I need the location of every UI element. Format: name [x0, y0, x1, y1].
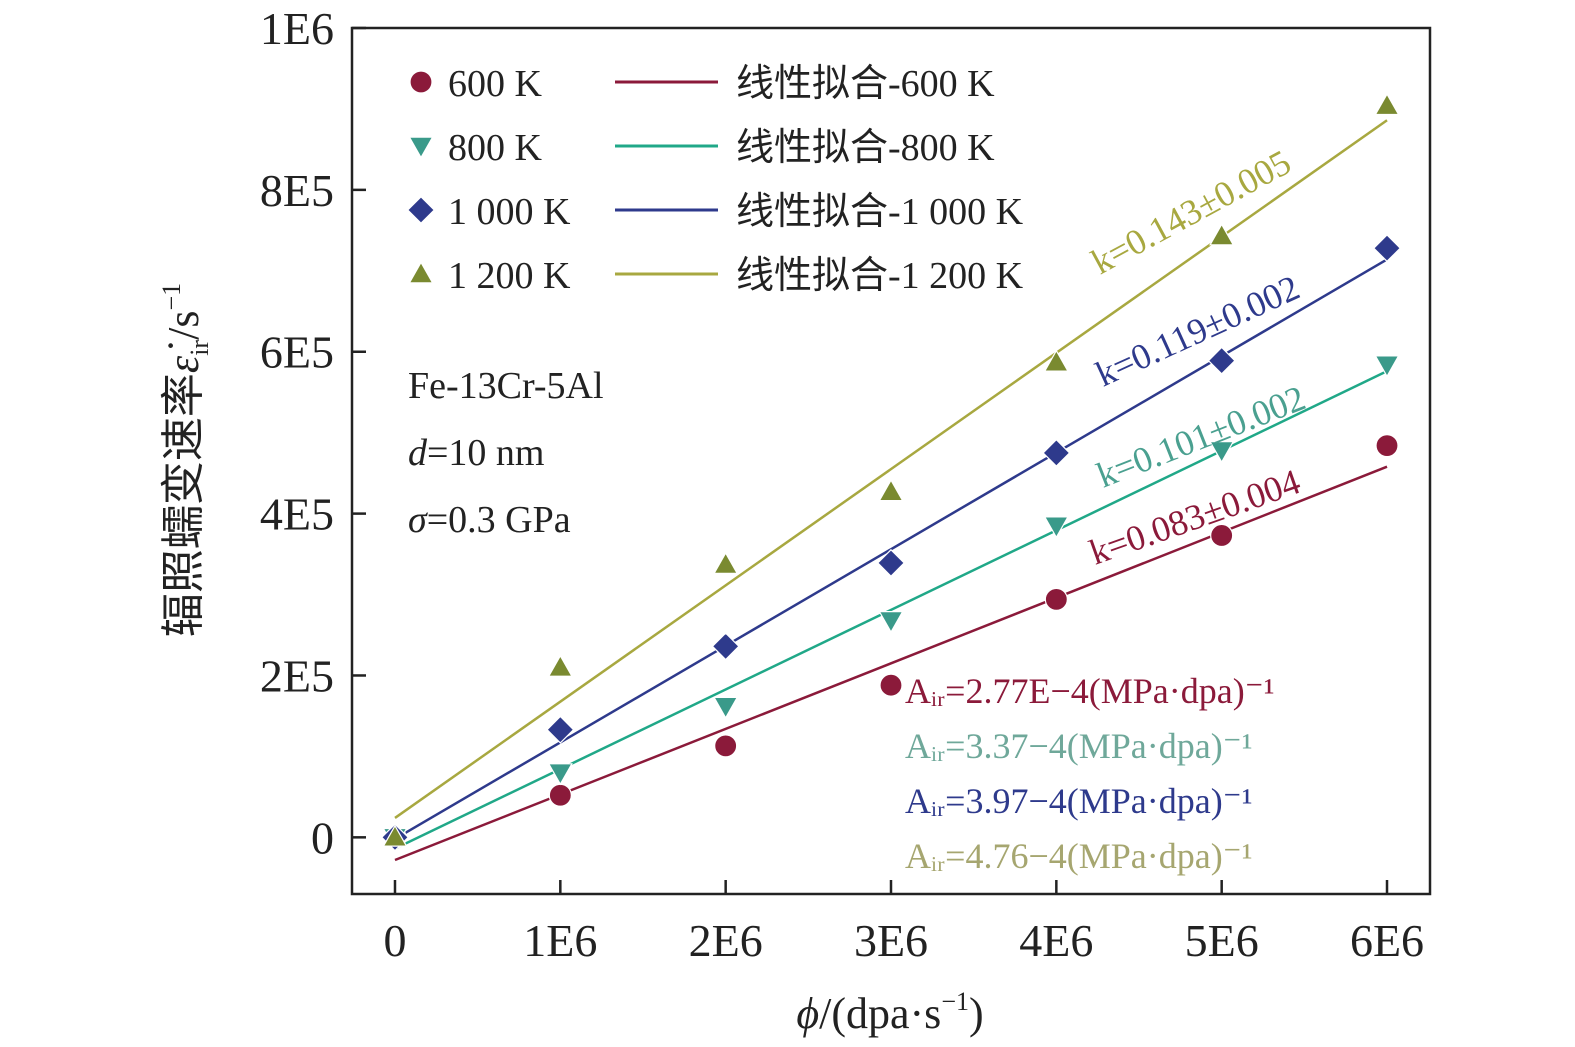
y-tick-label: 8E5: [260, 165, 334, 216]
data-point: [547, 763, 573, 786]
legend-series-label: 1 200 K: [448, 255, 571, 297]
data-point: [878, 478, 904, 502]
y-tick-label: 4E5: [260, 489, 334, 540]
data-point: [714, 734, 738, 758]
data-point: [879, 673, 903, 697]
data-point: [1374, 355, 1400, 378]
legend-marker: [408, 261, 434, 284]
x-tick-label: 4E6: [1019, 915, 1093, 966]
slope-labels: k=0.083±0.004k=0.101±0.002k=0.119±0.002k…: [1084, 142, 1310, 573]
data-point: [878, 611, 904, 634]
data-point: [711, 632, 740, 661]
air-label: Aᵢᵣ=3.97−4(MPa·dpa)⁻¹: [905, 781, 1253, 821]
y-tick-label: 0: [311, 812, 334, 863]
legend-series-label: 600 K: [448, 63, 543, 105]
x-tick-label: 3E6: [854, 915, 928, 966]
x-tick-label: 0: [383, 915, 406, 966]
air-label: Aᵢᵣ=4.76−4(MPa·dpa)⁻¹: [905, 836, 1253, 876]
data-point: [713, 551, 739, 574]
slope-label: k=0.119±0.002: [1090, 267, 1306, 394]
legend-fit-label: 线性拟合-1 200 K: [736, 255, 1024, 297]
data-point: [546, 715, 575, 744]
data-point: [1374, 92, 1400, 116]
legend-marker: [409, 70, 433, 94]
air-label: Aᵢᵣ=3.37−4(MPa·dpa)⁻¹: [905, 726, 1253, 766]
data-point: [547, 654, 573, 677]
data-point: [1207, 346, 1236, 375]
y-tick-label: 1E6: [260, 3, 334, 54]
y-tick-label: 6E5: [260, 327, 334, 378]
annotation-block: Fe-13Cr-5Al d=10 nm σ=0.3 GPa: [408, 365, 604, 541]
legend-series-label: 800 K: [448, 127, 543, 169]
legend-marker: [408, 136, 434, 159]
x-tick-label: 5E6: [1185, 915, 1259, 966]
slope-label: k=0.143±0.005: [1085, 142, 1297, 282]
legend-marker: [406, 195, 436, 225]
data-point: [382, 824, 408, 847]
x-tick-label: 6E6: [1350, 915, 1424, 966]
legend-fit-label: 线性拟合-800 K: [736, 127, 995, 169]
y-tick-label: 2E5: [260, 650, 334, 701]
data-point: [1209, 223, 1235, 246]
air-labels: Aᵢᵣ=2.77E−4(MPa·dpa)⁻¹ Aᵢᵣ=3.37−4(MPa·dpa…: [905, 671, 1275, 876]
data-point: [1043, 349, 1069, 372]
data-point: [1210, 523, 1234, 548]
data-point: [548, 783, 572, 807]
data-point: [1042, 438, 1071, 467]
y-axis: 0 2E5 4E5 6E5 8E5 1E6: [260, 3, 366, 863]
x-tick-label: 2E6: [689, 915, 763, 966]
data-point: [1044, 587, 1068, 611]
legend: 600 K 线性拟合-600 K 800 K 线性拟合-800 K 1 000 K 线性拟…: [406, 63, 1024, 297]
annotation-material: Fe-13Cr-5Al: [408, 365, 604, 407]
data-point: [876, 548, 906, 578]
data-point: [713, 696, 739, 719]
data-point: [1209, 441, 1235, 464]
data-markers: [380, 92, 1402, 852]
legend-fit-label: 线性拟合-1 000 K: [736, 191, 1024, 233]
y-axis-title: 辐照蠕变速率ε̇ir/s−1: [157, 283, 214, 637]
legend-fit-label: 线性拟合-600 K: [736, 63, 995, 105]
data-point: [1375, 434, 1399, 458]
legend-series-label: 1 000 K: [448, 191, 571, 233]
data-point: [1372, 234, 1402, 263]
annotation-grain-size: d=10 nm: [408, 432, 545, 474]
annotation-stress: σ=0.3 GPa: [408, 499, 571, 541]
x-axis-title: ϕ/(dpa·s−1): [796, 987, 983, 1038]
air-label: Aᵢᵣ=2.77E−4(MPa·dpa)⁻¹: [905, 671, 1275, 711]
x-axis: 0 1E6 2E6 3E6 4E6 5E6 6E6: [383, 880, 1424, 966]
data-point: [1043, 516, 1069, 539]
x-tick-label: 1E6: [523, 915, 597, 966]
